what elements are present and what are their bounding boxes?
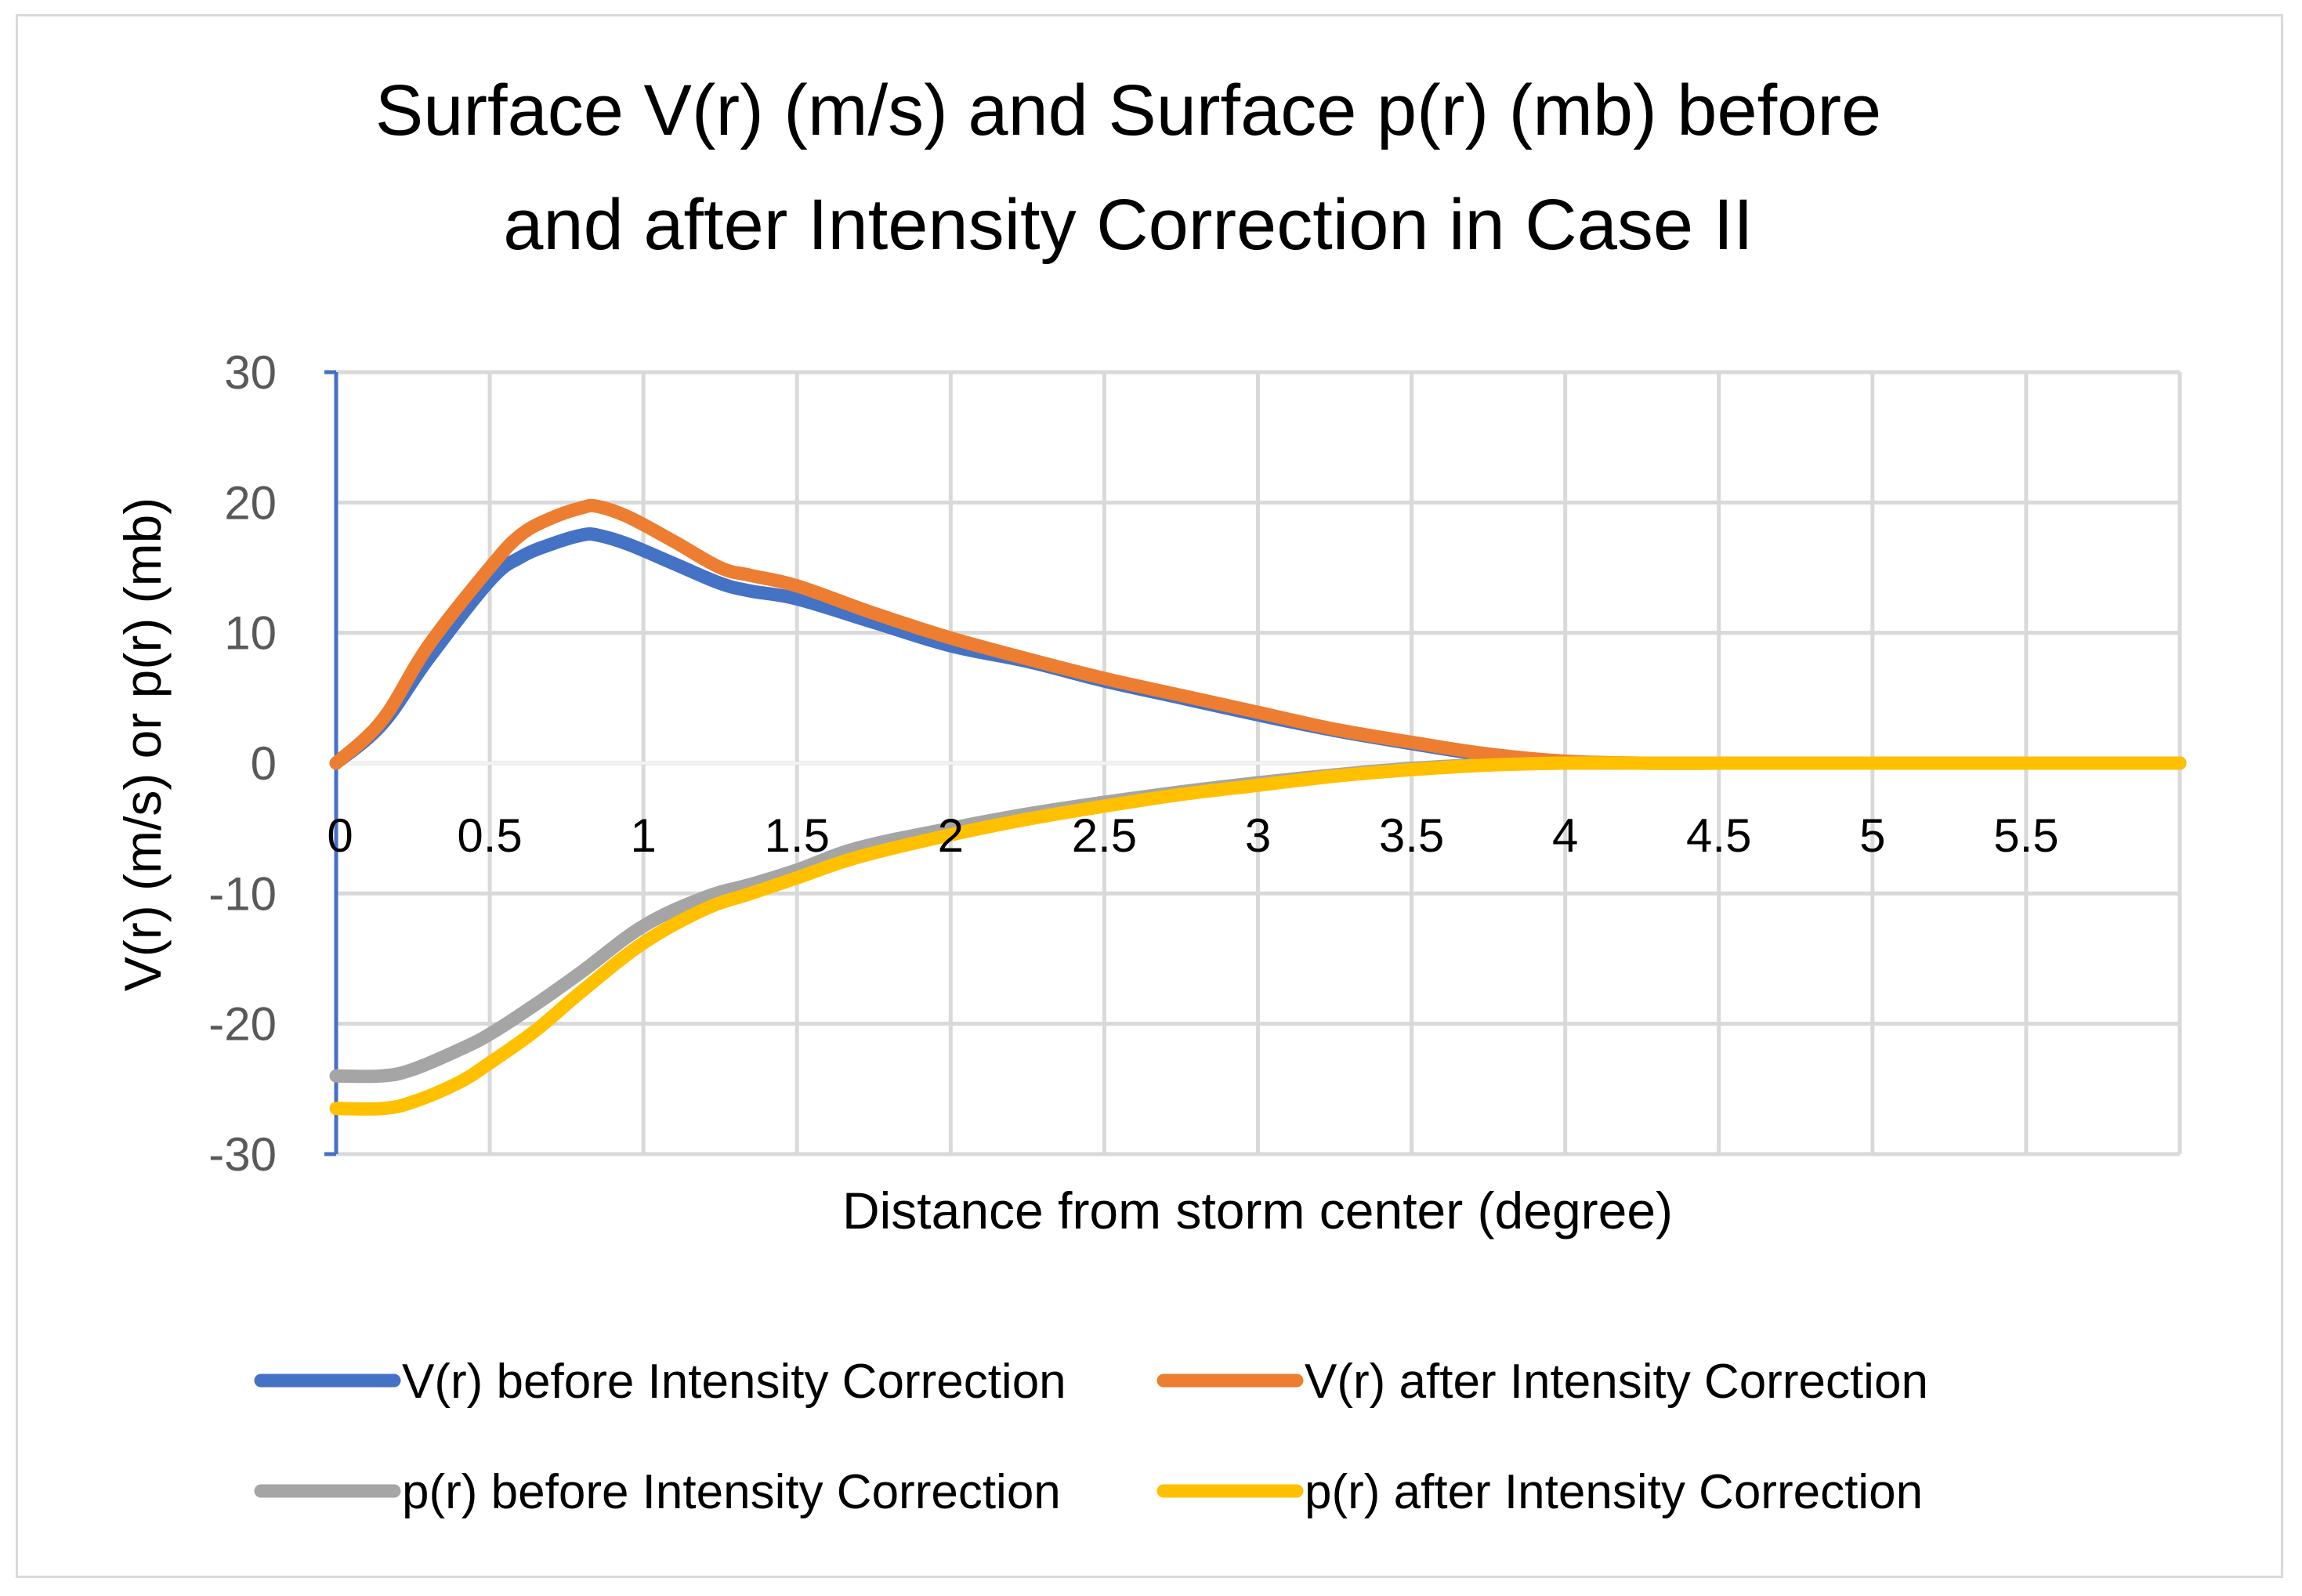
series-lines <box>329 498 2187 1116</box>
legend: V(r) before Intensity Correction V(r) aft… <box>254 1355 1928 1519</box>
legend-label: p(r) before Intensity Correction <box>402 1465 1061 1519</box>
x-tick-label: 5 <box>1859 809 1885 862</box>
x-tick-label: 5.5 <box>1993 809 2058 862</box>
x-tick-label: 4.5 <box>1686 809 1751 862</box>
x-tick-label: 2 <box>938 809 964 862</box>
tick-labels: 30 20 10 0 -10 -20 -30 0 0.5 1 1.5 2 2.5 3 3.5 4 4.5 5 5.5 <box>208 346 2058 1181</box>
x-tick-label: 1.5 <box>765 809 830 862</box>
y-tick-label: 0 <box>251 737 277 790</box>
x-tick-label: 2.5 <box>1072 809 1137 862</box>
y-tick-label: -10 <box>208 867 277 920</box>
y-tick-label: 30 <box>224 346 277 399</box>
chart-title-line-1: Surface V(r) (m/s) and Surface p(r) (mb)… <box>375 71 1881 150</box>
legend-label: V(r) after Intensity Correction <box>1305 1355 1928 1409</box>
x-axis-title: Distance from storm center (degree) <box>842 1182 1673 1240</box>
x-tick-label: 3.5 <box>1379 809 1444 862</box>
legend-label: V(r) before Intensity Correction <box>402 1355 1066 1409</box>
x-tick-label: 4 <box>1552 809 1578 862</box>
x-tick-label: 1 <box>630 809 656 862</box>
y-tick-label: -30 <box>208 1128 277 1181</box>
y-tick-label: 20 <box>224 476 277 529</box>
y-axis-title: V(r) (m/s) or p(r) (mb) <box>114 498 172 992</box>
x-tick-label: 0.5 <box>457 809 522 862</box>
y-tick-label: -20 <box>208 998 277 1051</box>
x-tick-label: 3 <box>1245 809 1271 862</box>
x-tick-label: 0 <box>327 809 353 862</box>
y-tick-label: 10 <box>224 607 277 660</box>
chart-title-line-2: and after Intensity Correction in Case I… <box>503 185 1753 265</box>
legend-label: p(r) after Intensity Correction <box>1305 1465 1923 1519</box>
series-line-4 <box>329 756 2187 1116</box>
